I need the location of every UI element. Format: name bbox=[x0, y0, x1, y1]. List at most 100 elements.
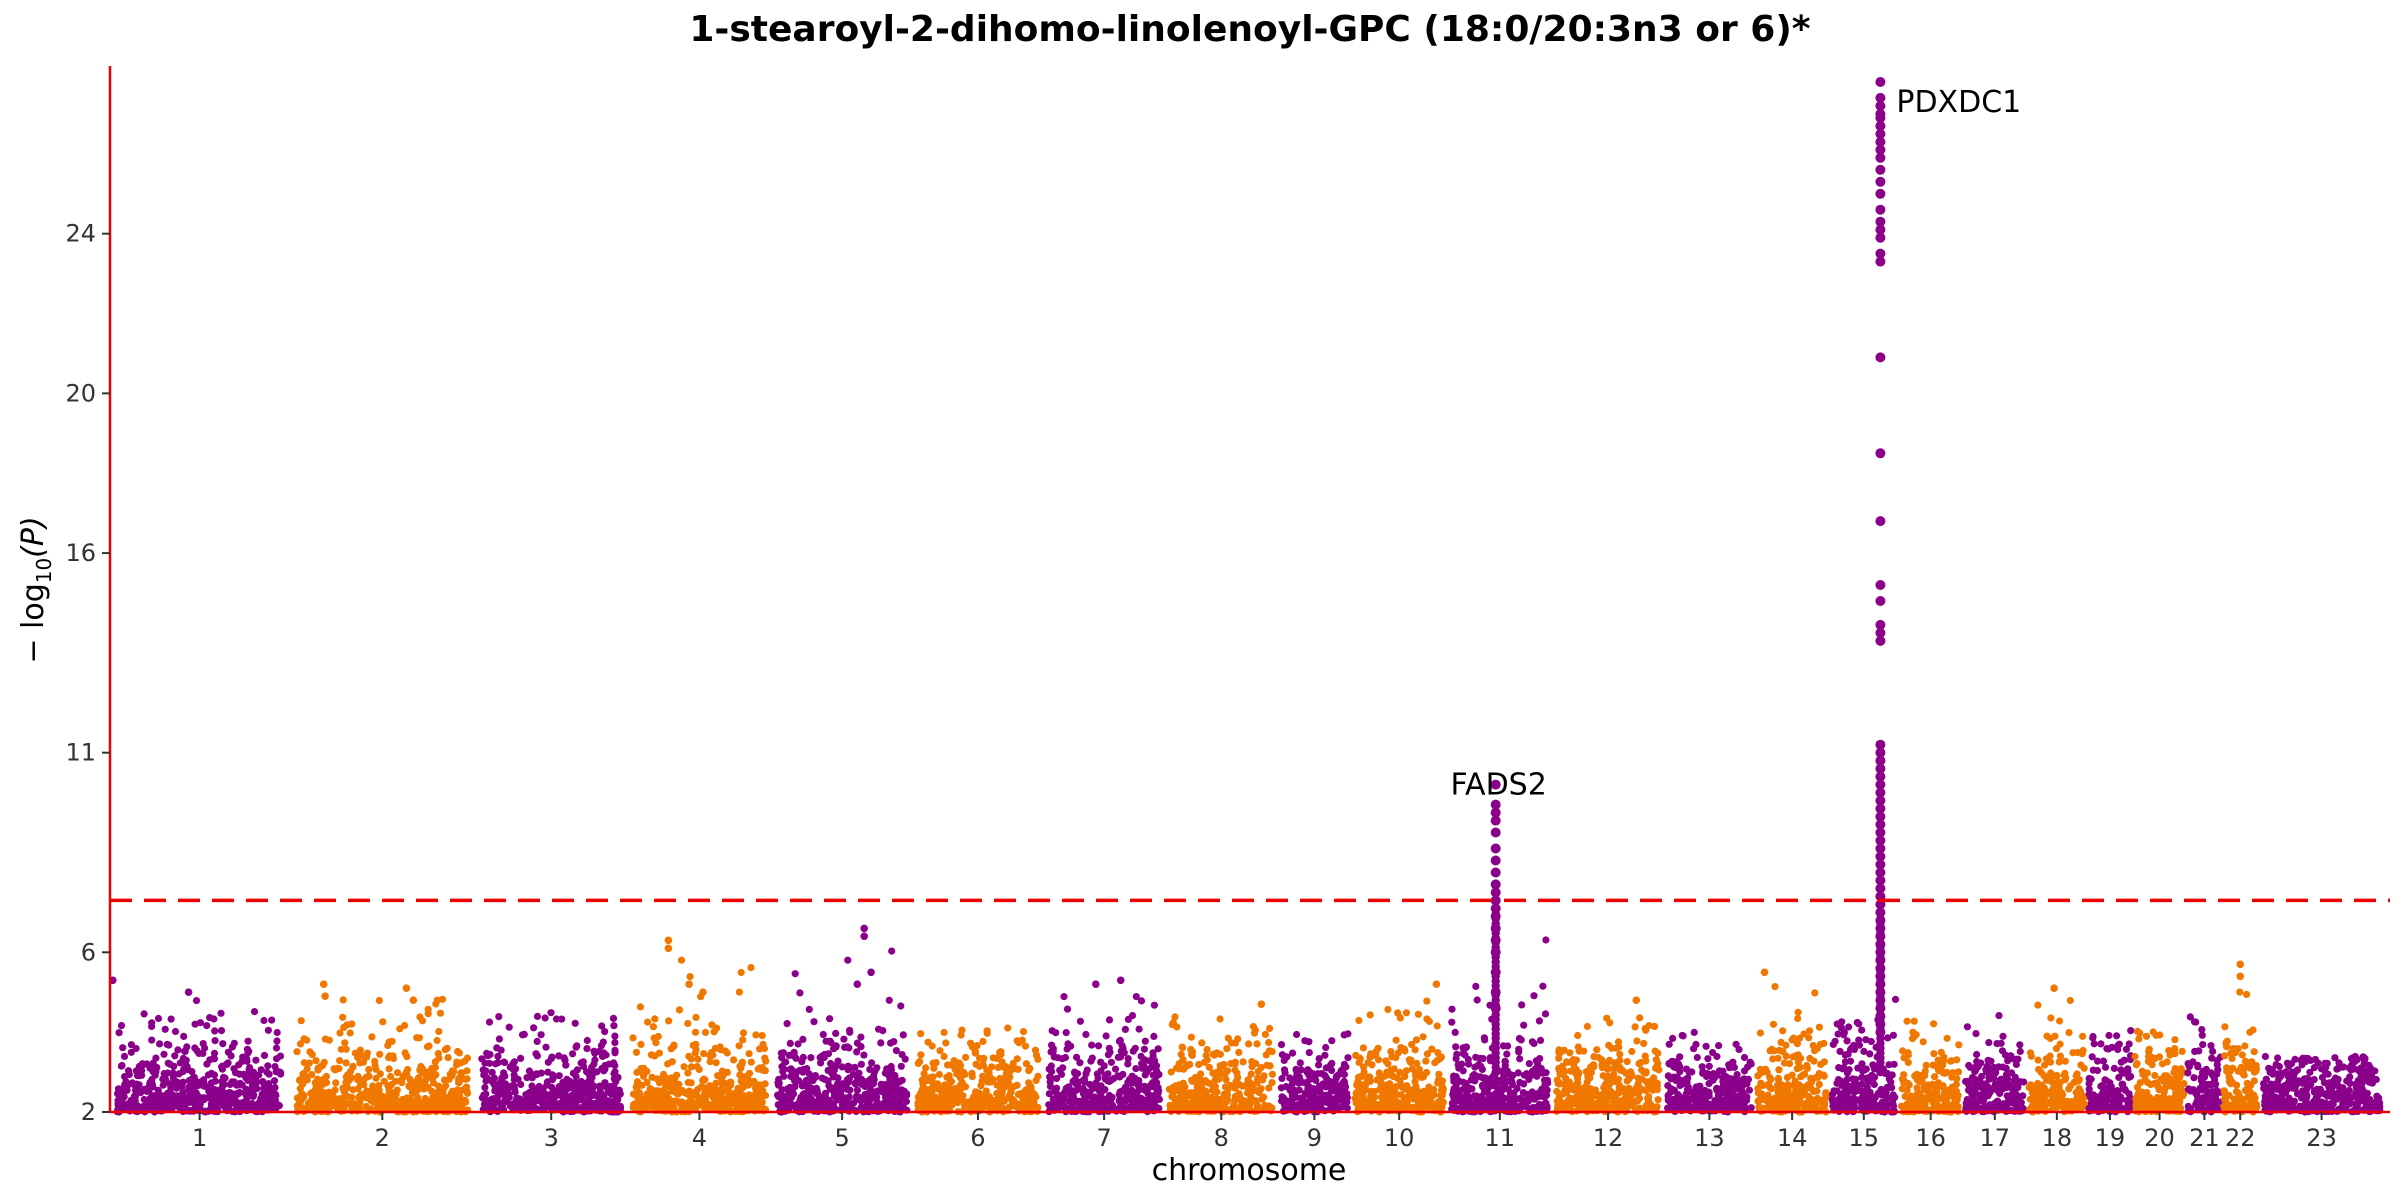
data-point bbox=[860, 1051, 868, 1059]
data-point bbox=[747, 1058, 755, 1066]
data-point bbox=[433, 1036, 441, 1045]
data-point bbox=[709, 1094, 718, 1102]
data-point bbox=[853, 1086, 862, 1094]
data-point bbox=[243, 1045, 251, 1053]
data-point bbox=[924, 1038, 932, 1046]
data-point bbox=[1260, 1072, 1268, 1080]
data-point bbox=[1744, 1063, 1752, 1071]
data-point bbox=[1676, 1095, 1684, 1103]
data-point bbox=[1214, 1097, 1222, 1106]
data-point bbox=[1083, 1066, 1091, 1074]
points-layer bbox=[109, 77, 2384, 1116]
data-point bbox=[1491, 1090, 1499, 1098]
data-point bbox=[1603, 1014, 1611, 1022]
data-point bbox=[985, 1093, 994, 1101]
data-point bbox=[1062, 1029, 1070, 1037]
data-point bbox=[1200, 1058, 1208, 1066]
data-point bbox=[1060, 1102, 1068, 1110]
data-point bbox=[577, 1077, 585, 1086]
data-point bbox=[632, 1083, 640, 1091]
data-point bbox=[717, 1046, 725, 1054]
data-point bbox=[174, 1046, 182, 1054]
data-point bbox=[1585, 1091, 1594, 1099]
data-point bbox=[179, 1088, 187, 1096]
data-point bbox=[1178, 1084, 1186, 1092]
data-point bbox=[798, 1082, 807, 1090]
data-point bbox=[1141, 1056, 1149, 1064]
data-point bbox=[652, 1039, 660, 1047]
data-point bbox=[480, 1071, 488, 1079]
data-point bbox=[1209, 1081, 1217, 1090]
data-point bbox=[957, 1067, 965, 1075]
data-point bbox=[396, 1025, 404, 1033]
data-point bbox=[1580, 1047, 1588, 1055]
data-point bbox=[655, 1079, 664, 1087]
data-point bbox=[1117, 1047, 1125, 1055]
data-point bbox=[1519, 1096, 1527, 1104]
data-point bbox=[1169, 1093, 1177, 1101]
data-point bbox=[1439, 1089, 1447, 1097]
data-point bbox=[1004, 1094, 1012, 1102]
data-point bbox=[629, 1103, 637, 1111]
data-point bbox=[1227, 1060, 1235, 1068]
data-point bbox=[1341, 1101, 1349, 1109]
data-point bbox=[1296, 1059, 1304, 1067]
data-point bbox=[318, 1062, 327, 1070]
data-point bbox=[117, 1099, 125, 1107]
data-point bbox=[887, 1062, 895, 1071]
data-point bbox=[1438, 1100, 1446, 1108]
data-point bbox=[1094, 1074, 1102, 1082]
data-point bbox=[525, 1067, 534, 1075]
data-point bbox=[1504, 1085, 1512, 1093]
data-point bbox=[1178, 1095, 1186, 1103]
data-point bbox=[1277, 1041, 1286, 1049]
data-point bbox=[1266, 1024, 1274, 1032]
data-point bbox=[1402, 1067, 1410, 1075]
data-point bbox=[1448, 1005, 1456, 1013]
data-point bbox=[990, 1101, 998, 1109]
data-point bbox=[1233, 1069, 1241, 1077]
data-point bbox=[442, 1082, 450, 1090]
data-point bbox=[401, 1049, 409, 1057]
data-point bbox=[460, 1085, 468, 1094]
data-point bbox=[379, 1018, 387, 1026]
data-point bbox=[1556, 1049, 1564, 1057]
data-point bbox=[265, 1070, 273, 1078]
data-point bbox=[1265, 1038, 1273, 1047]
data-point bbox=[1640, 1039, 1648, 1047]
data-point bbox=[1334, 1091, 1342, 1099]
data-point bbox=[1642, 1086, 1650, 1095]
data-point bbox=[452, 1089, 460, 1097]
data-point bbox=[872, 1089, 880, 1097]
data-point bbox=[880, 1099, 888, 1107]
data-point bbox=[1629, 1102, 1637, 1110]
data-point bbox=[329, 1098, 337, 1106]
data-point bbox=[1407, 1090, 1415, 1098]
data-point bbox=[998, 1088, 1006, 1096]
data-point bbox=[1600, 1102, 1608, 1110]
data-point bbox=[1132, 993, 1140, 1001]
data-point bbox=[1314, 1085, 1322, 1093]
data-point bbox=[1601, 1081, 1609, 1089]
data-point bbox=[183, 1063, 191, 1071]
data-point bbox=[415, 1074, 423, 1082]
data-point bbox=[1676, 1068, 1684, 1076]
data-point bbox=[124, 1104, 132, 1112]
data-point bbox=[1500, 1094, 1508, 1102]
data-point bbox=[684, 1069, 692, 1077]
data-point bbox=[438, 995, 447, 1003]
data-point bbox=[1221, 1104, 1229, 1113]
data-point bbox=[1124, 1055, 1132, 1063]
data-point bbox=[185, 1076, 193, 1085]
data-point bbox=[127, 1048, 135, 1056]
data-point bbox=[920, 1070, 928, 1078]
data-point bbox=[1636, 1104, 1644, 1112]
data-point bbox=[723, 1049, 731, 1057]
data-point bbox=[1653, 1062, 1661, 1070]
data-point bbox=[234, 1100, 242, 1108]
data-point bbox=[712, 1086, 720, 1094]
data-point bbox=[148, 1036, 156, 1044]
data-point bbox=[1566, 1049, 1574, 1057]
data-point bbox=[1563, 1058, 1571, 1066]
